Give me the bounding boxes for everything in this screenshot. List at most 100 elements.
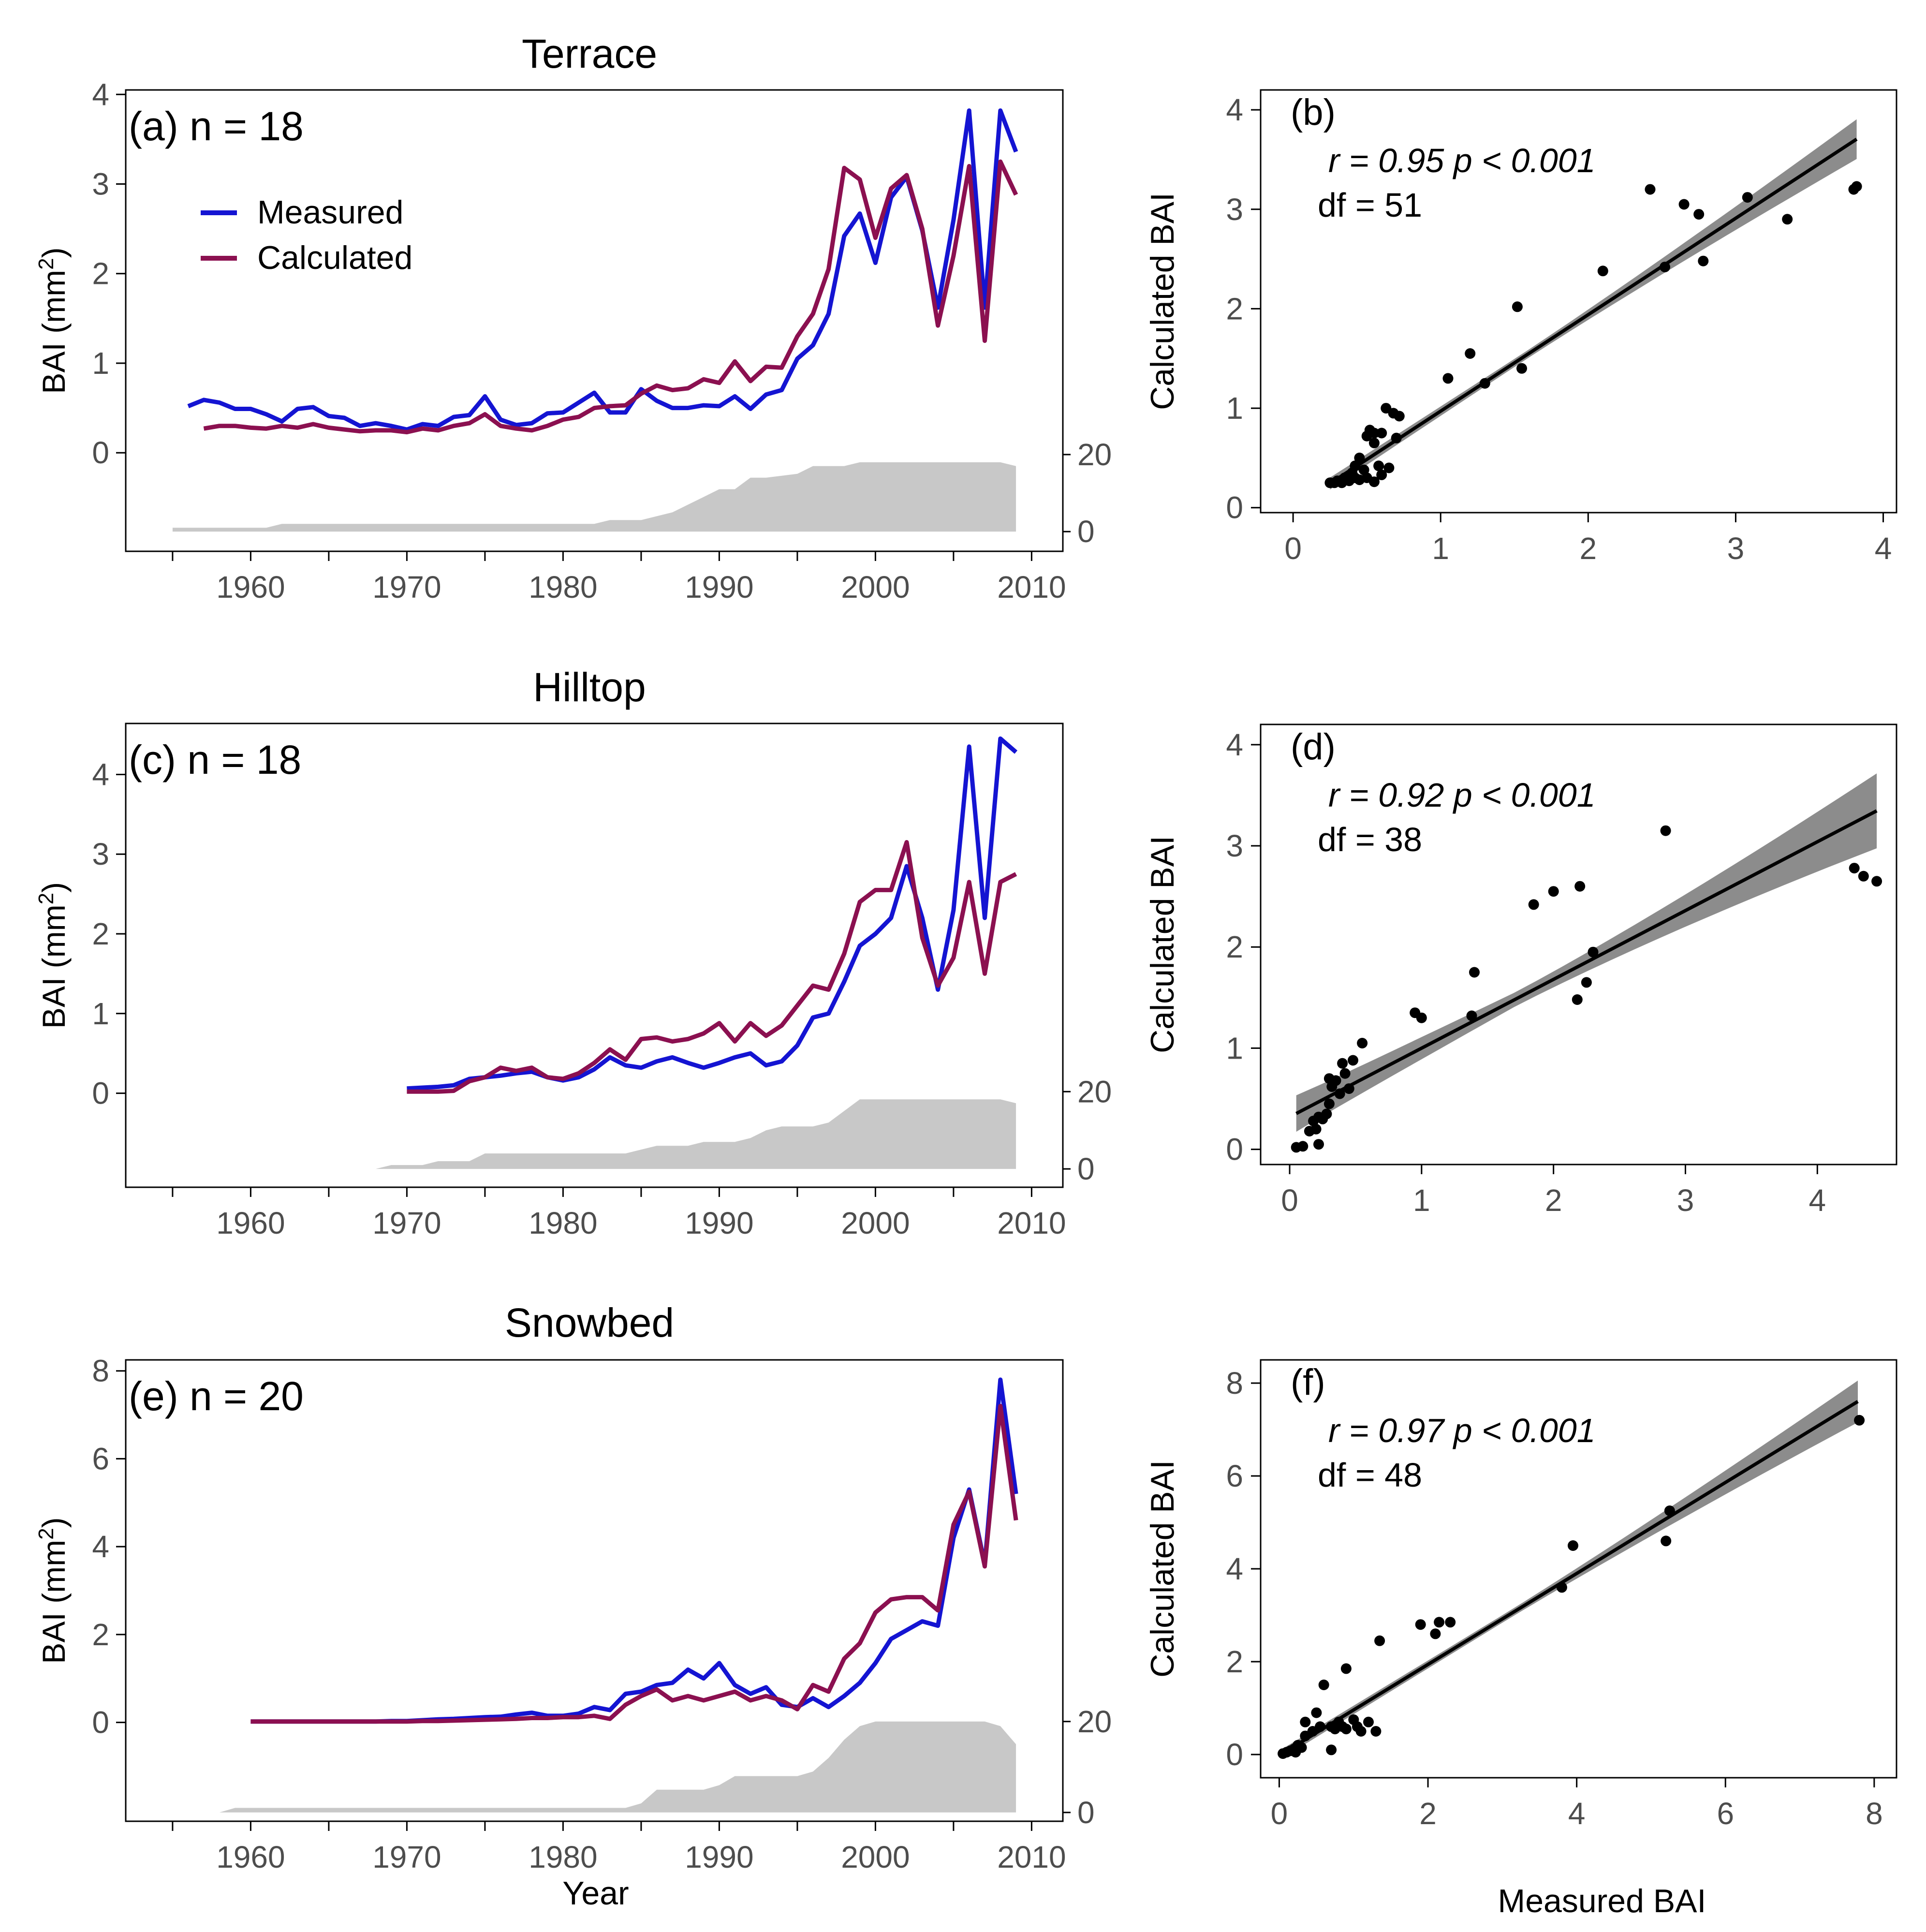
scatter-point bbox=[1313, 1139, 1324, 1150]
scatter-point bbox=[1415, 1619, 1426, 1630]
y-tick-label: 6 bbox=[1226, 1459, 1243, 1493]
scatter-panel-b: 0 1 2 3 4 0 1 2 3 4 Calculated BAI (b) r = 0.95 p < … bbox=[1144, 89, 1897, 566]
scatter-point bbox=[1391, 432, 1402, 443]
scatter-point bbox=[1858, 870, 1869, 882]
correlation-annotation: r = 0.95 p < 0.001 bbox=[1328, 142, 1596, 179]
scatter-point bbox=[1469, 967, 1480, 978]
scatter-point bbox=[1363, 1716, 1374, 1727]
y-tick-label: 0 bbox=[1226, 1132, 1243, 1167]
series-line-calculated bbox=[203, 159, 1018, 435]
y-tick-label: 2 bbox=[92, 1617, 109, 1652]
y-tick-label: 0 bbox=[1226, 490, 1243, 525]
scatter-point bbox=[1339, 1068, 1351, 1079]
scatter-point bbox=[1383, 462, 1395, 473]
x-tick-label: 4 bbox=[1568, 1796, 1586, 1831]
scatter-point bbox=[1588, 946, 1599, 958]
x-tick-label: 2 bbox=[1580, 531, 1597, 566]
y-axis-label: BAI (mm2) bbox=[34, 882, 72, 1029]
scatter-point bbox=[1326, 1744, 1337, 1755]
y-tick-label: 1 bbox=[1226, 1031, 1243, 1065]
scatter-point bbox=[1574, 881, 1586, 892]
x-tick-label: 2010 bbox=[997, 570, 1066, 605]
regression-line bbox=[1329, 137, 1858, 485]
scatter-point bbox=[1516, 363, 1527, 374]
plot-frame bbox=[125, 1359, 1064, 1822]
panel-label: (f) bbox=[1291, 1362, 1325, 1403]
scatter-point bbox=[1318, 1680, 1329, 1690]
sample-depth-tick-label: 20 bbox=[1077, 1074, 1112, 1109]
scatter-point bbox=[1597, 265, 1608, 277]
x-axis-label-measured-bai: Measured BAI bbox=[1498, 1883, 1706, 1919]
x-tick-label: 2000 bbox=[841, 1206, 910, 1240]
scatter-point bbox=[1321, 1108, 1332, 1120]
y-tick-label: 2 bbox=[92, 256, 109, 291]
panel-title: Terrace bbox=[522, 31, 657, 76]
panel-label: (a) n = 18 bbox=[129, 103, 304, 149]
y-tick-label: 2 bbox=[1226, 291, 1243, 326]
panel-title: Hilltop bbox=[533, 664, 646, 710]
scatter-point bbox=[1370, 1726, 1382, 1737]
scatter-point bbox=[1368, 428, 1380, 439]
y-axis-label: BAI (mm2) bbox=[34, 247, 72, 394]
y-axis-label: Calculated BAI bbox=[1144, 1460, 1181, 1678]
scatter-point bbox=[1693, 209, 1705, 220]
x-tick-label: 2010 bbox=[997, 1840, 1066, 1874]
scatter-point bbox=[1310, 1123, 1322, 1135]
y-axis-label: Calculated BAI bbox=[1144, 192, 1181, 410]
scatter-point bbox=[1465, 348, 1476, 359]
scatter-point bbox=[1782, 214, 1793, 225]
df-annotation: df = 48 bbox=[1318, 1456, 1422, 1494]
scatter-point bbox=[1354, 452, 1365, 463]
scatter-point bbox=[1581, 977, 1592, 988]
y-tick-label: 1 bbox=[1226, 391, 1243, 426]
x-tick-label: 2000 bbox=[841, 570, 910, 605]
scatter-point bbox=[1296, 1742, 1307, 1753]
legend-label-measured: Measured bbox=[257, 194, 403, 231]
x-tick-label: 4 bbox=[1809, 1183, 1826, 1218]
scatter-point bbox=[1851, 181, 1862, 192]
y-tick-label: 8 bbox=[1226, 1366, 1243, 1401]
confidence-band bbox=[1296, 773, 1877, 1132]
x-tick-label: 1990 bbox=[685, 1206, 753, 1240]
scatter-point bbox=[1348, 1055, 1358, 1066]
scatter-point bbox=[1373, 460, 1384, 472]
scatter-point bbox=[1871, 876, 1882, 887]
scatter-point bbox=[1445, 1617, 1456, 1628]
x-tick-label: 3 bbox=[1727, 531, 1745, 566]
sample-depth-tick-label: 20 bbox=[1077, 1704, 1112, 1739]
x-tick-label: 4 bbox=[1875, 531, 1892, 566]
x-tick-label: 1960 bbox=[216, 1840, 285, 1874]
y-tick-label: 2 bbox=[1226, 929, 1243, 964]
scatter-point bbox=[1548, 886, 1559, 897]
scatter-point bbox=[1512, 301, 1523, 312]
panel-title: Snowbed bbox=[505, 1300, 674, 1345]
scatter-point bbox=[1434, 1617, 1445, 1628]
line-panel-c: 1960 1970 1980 1990 2000 2010 0 1 2 3 4 0 20 BAI (mm2… bbox=[34, 664, 1112, 1240]
scatter-point bbox=[1660, 825, 1671, 836]
scatter-point bbox=[1300, 1716, 1311, 1727]
series-line-calculated bbox=[407, 840, 1017, 1094]
y-tick-label: 4 bbox=[1226, 92, 1243, 127]
scatter-point bbox=[1343, 1083, 1354, 1094]
scatter-point bbox=[1337, 1058, 1348, 1069]
x-tick-label: 1960 bbox=[216, 1206, 285, 1240]
scatter-panel-f: 0 2 4 6 8 0 2 4 6 8 Calculated BAI (f)r = 0.97 p < … bbox=[1144, 1359, 1897, 1831]
plot-frame bbox=[125, 723, 1064, 1188]
scatter-point bbox=[1368, 438, 1380, 448]
y-tick-label: 0 bbox=[1226, 1737, 1243, 1772]
y-tick-label: 3 bbox=[1226, 828, 1243, 863]
correlation-annotation: r = 0.97 p < 0.001 bbox=[1328, 1412, 1596, 1449]
regression-line bbox=[1295, 809, 1878, 1115]
y-tick-label: 4 bbox=[92, 757, 109, 792]
sample-depth-tick-label: 20 bbox=[1077, 437, 1112, 472]
y-tick-label: 2 bbox=[1226, 1644, 1243, 1679]
x-tick-label: 2 bbox=[1419, 1796, 1437, 1831]
x-tick-label: 8 bbox=[1866, 1796, 1883, 1831]
scatter-point bbox=[1742, 192, 1753, 203]
scatter-point bbox=[1849, 863, 1860, 874]
panel-label: (b) bbox=[1291, 92, 1336, 133]
sample-depth-area bbox=[172, 462, 1016, 532]
scatter-point bbox=[1376, 428, 1387, 439]
scatter-point bbox=[1442, 373, 1454, 384]
panel-label: (c) n = 18 bbox=[129, 737, 301, 782]
